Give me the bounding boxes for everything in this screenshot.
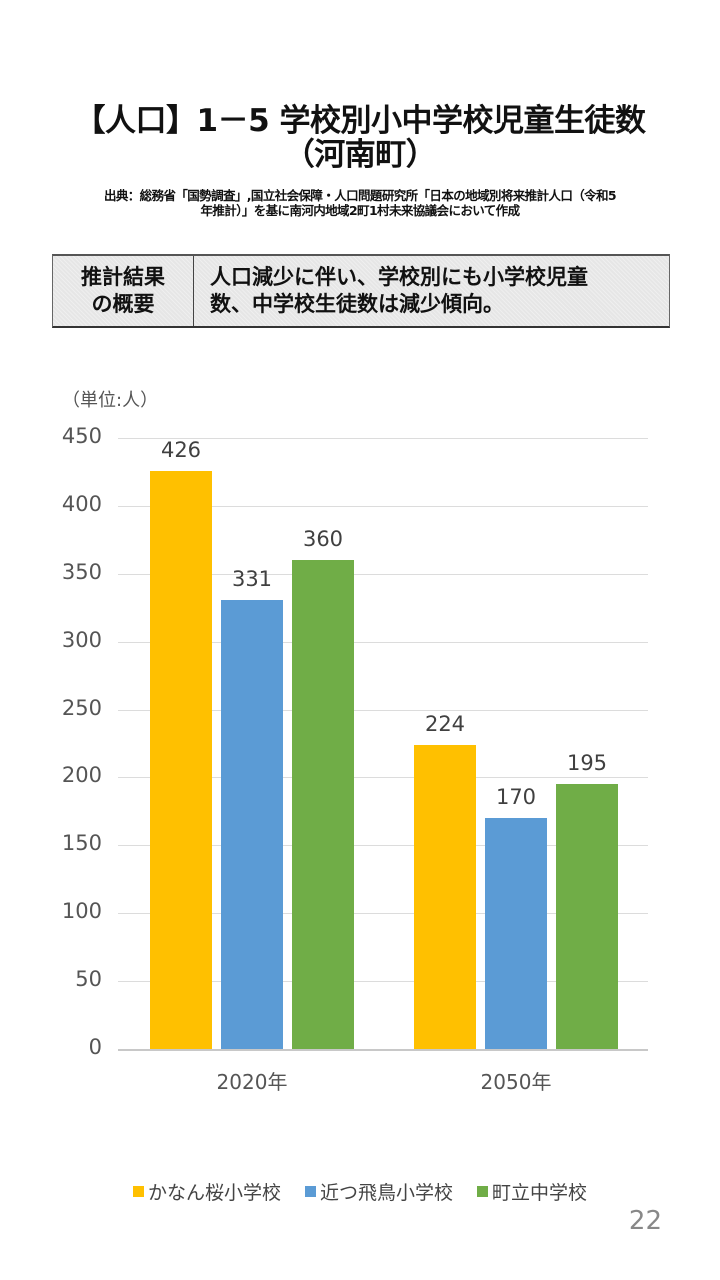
- x-axis-label: 2050年: [480, 1070, 552, 1094]
- legend-swatch-icon: [132, 1186, 144, 1197]
- summary-label: 推計結果 の概要: [53, 256, 194, 326]
- bar-1-1: [150, 470, 212, 1049]
- legend-label: 近つ飛鳥小学校: [319, 1182, 453, 1204]
- legend-item: かなん桜小学校: [132, 1178, 281, 1205]
- bar-1-3: [292, 560, 354, 1049]
- y-axis-tick: 250: [61, 695, 102, 720]
- title-line-2: （河南町）: [283, 137, 437, 173]
- bar-1-2: [221, 599, 283, 1049]
- data-label: 224: [424, 711, 466, 736]
- data-label: 170: [495, 785, 537, 810]
- x-axis-label: 2020年: [216, 1070, 288, 1094]
- source-note: 出典：総務省「国勢調査」,国立社会保障・人口問題研究所「日本の地域別将来推計人口…: [40, 188, 680, 218]
- gridline: [118, 709, 648, 711]
- legend-swatch-icon: [477, 1186, 488, 1197]
- y-axis-tick: 400: [61, 491, 102, 516]
- y-axis-tick: 450: [61, 424, 102, 448]
- gridline: [118, 438, 648, 439]
- summary-text-line-1: 人口減少に伴い、学校別にも小学校児童: [210, 265, 588, 289]
- gridline: [118, 641, 648, 643]
- data-label: 195: [566, 751, 608, 776]
- y-axis-tick: 50: [75, 967, 102, 992]
- legend-label: 町立中学校: [492, 1182, 588, 1204]
- legend-item: 町立中学校: [477, 1178, 587, 1205]
- gridline: [118, 505, 648, 507]
- gridline: [118, 845, 648, 847]
- bar-2-1: [414, 744, 476, 1049]
- data-label: 360: [302, 527, 344, 552]
- summary-text: 人口減少に伴い、学校別にも小学校児童 数、中学校生徒数は減少傾向。: [194, 256, 669, 326]
- summary-text-line-2: 数、中学校生徒数は減少傾向。: [210, 292, 504, 316]
- gridline: [118, 573, 648, 575]
- bar-2-3: [556, 784, 618, 1049]
- bar-2-2: [485, 818, 547, 1049]
- y-axis-tick: 350: [61, 559, 102, 584]
- y-axis-tick: 150: [61, 831, 102, 856]
- summary-box: 推計結果 の概要 人口減少に伴い、学校別にも小学校児童 数、中学校生徒数は減少傾…: [52, 254, 670, 328]
- gridline: [118, 777, 648, 779]
- page-title: 【人口】1－5 学校別小中学校児童生徒数 （河南町）: [0, 104, 720, 172]
- summary-label-line-1: 推計結果: [81, 265, 165, 289]
- source-line-1: 出典：総務省「国勢調査」,国立社会保障・人口問題研究所「日本の地域別将来推計人口…: [103, 188, 617, 203]
- source-line-2: 年推計）」を基に南河内地域2町1村未来協議会において作成: [200, 203, 521, 218]
- y-axis-tick: 100: [61, 899, 102, 924]
- gridline: [118, 981, 648, 983]
- chart-legend: かなん桜小学校 近つ飛鳥小学校 町立中学校: [0, 1178, 720, 1205]
- page-number: 22: [628, 1206, 662, 1236]
- data-label: 331: [231, 566, 273, 591]
- y-axis-tick: 300: [61, 627, 102, 652]
- y-axis-tick: 0: [88, 1035, 102, 1059]
- gridline: [118, 1049, 648, 1051]
- summary-label-line-2: の概要: [91, 292, 155, 316]
- gridline: [118, 913, 648, 915]
- legend-swatch-icon: [304, 1186, 316, 1197]
- y-axis-tick: 200: [61, 763, 102, 788]
- unit-label: （単位:人）: [62, 390, 159, 411]
- title-line-1: 【人口】1－5 学校別小中学校児童生徒数: [74, 103, 646, 139]
- data-label: 426: [160, 437, 202, 462]
- legend-label: かなん桜小学校: [147, 1182, 281, 1204]
- legend-item: 近つ飛鳥小学校: [304, 1178, 453, 1205]
